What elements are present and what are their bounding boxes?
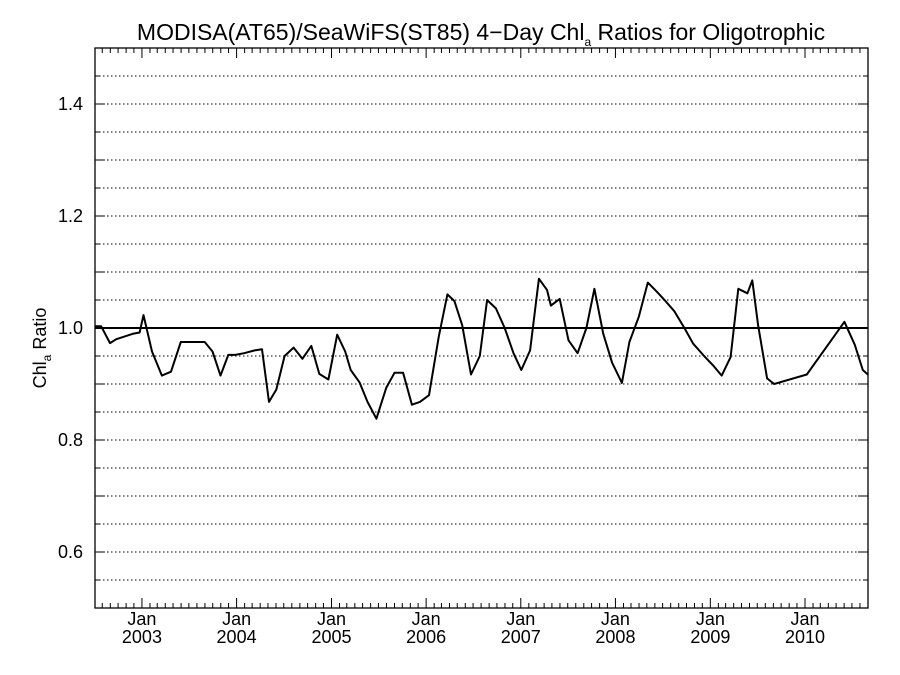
y-tick-label: 0.6 xyxy=(58,542,83,562)
y-axis-label: Chla Ratio xyxy=(30,308,54,389)
y-tick-label: 0.8 xyxy=(58,430,83,450)
x-tick-year-label: 2009 xyxy=(690,627,730,647)
y-tick-label: 1.0 xyxy=(58,318,83,338)
x-tick-month-label: Jan xyxy=(601,609,630,629)
x-tick-month-label: Jan xyxy=(127,609,156,629)
x-tick-year-label: 2007 xyxy=(501,627,541,647)
x-ticks: Jan2003Jan2004Jan2005Jan2006Jan2007Jan20… xyxy=(101,48,869,647)
x-tick-year-label: 2008 xyxy=(595,627,635,647)
series-group xyxy=(95,277,868,420)
x-tick-month-label: Jan xyxy=(506,609,535,629)
series-line xyxy=(95,277,868,420)
x-tick-month-label: Jan xyxy=(412,609,441,629)
x-tick-year-label: 2003 xyxy=(122,627,162,647)
gridlines xyxy=(95,75,868,581)
x-tick-year-label: 2010 xyxy=(785,627,825,647)
y-tick-label: 1.2 xyxy=(58,206,83,226)
x-tick-month-label: Jan xyxy=(222,609,251,629)
x-tick-year-label: 2004 xyxy=(217,627,257,647)
x-tick-month-label: Jan xyxy=(790,609,819,629)
y-ticks: 0.6 0.8 1.0 1.2 1.4 xyxy=(58,47,868,609)
x-tick-year-label: 2005 xyxy=(311,627,351,647)
x-tick-month-label: Jan xyxy=(696,609,725,629)
x-tick-year-label: 2006 xyxy=(406,627,446,647)
chart-title: MODISA(AT65)/SeaWiFS(ST85) 4−Day Chla Ra… xyxy=(137,19,825,49)
y-tick-label: 1.4 xyxy=(58,94,83,114)
x-tick-month-label: Jan xyxy=(317,609,346,629)
